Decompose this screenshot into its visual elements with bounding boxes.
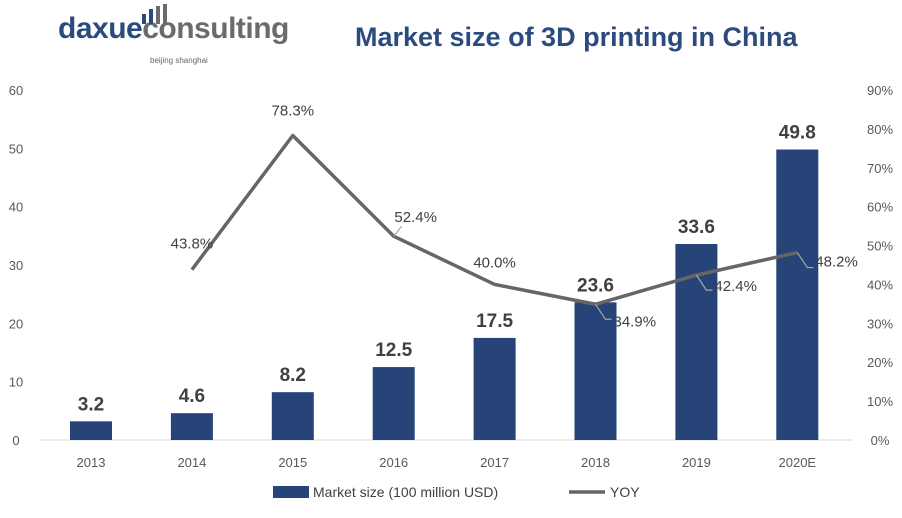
left-axis-tick: 50	[9, 141, 23, 156]
bar-data-label: 3.2	[78, 394, 104, 415]
x-axis-tick: 2019	[682, 455, 711, 470]
right-axis-tick: 90%	[867, 83, 893, 98]
right-axis-tick: 10%	[867, 394, 893, 409]
bar-data-label: 23.6	[577, 275, 614, 296]
right-axis-tick: 0%	[871, 433, 890, 448]
chart-title: Market size of 3D printing in China	[355, 22, 798, 52]
yoy-data-label: 40.0%	[473, 254, 516, 271]
x-axis-tick: 2017	[480, 455, 509, 470]
yoy-data-label: 43.8%	[171, 236, 214, 253]
yoy-data-label: 48.2%	[815, 254, 858, 271]
x-axis-tick: 2018	[581, 455, 610, 470]
daxue-logo: daxueconsulting beijing shanghai	[58, 4, 289, 65]
bar-data-label: 49.8	[779, 123, 816, 144]
x-axis-tick: 2016	[379, 455, 408, 470]
bar	[70, 421, 112, 440]
right-axis-tick: 80%	[867, 122, 893, 137]
bar-data-label: 33.6	[678, 217, 715, 238]
x-axis-tick: 2013	[77, 455, 106, 470]
x-axis-tick: 2015	[278, 455, 307, 470]
yoy-data-label: 34.9%	[614, 313, 657, 330]
label-leader-line	[595, 303, 612, 320]
bar-logo-icon	[142, 4, 167, 24]
label-leader-line	[695, 274, 713, 291]
legend-line-label: YOY	[610, 484, 640, 500]
bar	[170, 413, 213, 440]
right-axis-tick: 70%	[867, 161, 893, 176]
right-axis-tick: 50%	[867, 239, 893, 254]
right-axis-tick: 30%	[867, 316, 893, 331]
x-axis-tick: 2014	[177, 455, 206, 470]
bar-data-label: 12.5	[375, 340, 412, 361]
x-axis-tick: 2020E	[779, 455, 817, 470]
bar	[473, 337, 516, 440]
right-axis-tick: 60%	[867, 200, 893, 215]
logo-text-daxue: daxue	[58, 12, 143, 45]
bar	[271, 392, 314, 440]
legend-bar-label: Market size (100 million USD)	[313, 484, 498, 500]
right-axis-tick: 20%	[867, 355, 893, 370]
yoy-data-label: 78.3%	[272, 103, 315, 120]
bar-data-label: 17.5	[476, 311, 513, 332]
legend-bar-swatch	[273, 486, 309, 498]
left-axis-tick: 60	[9, 83, 23, 98]
left-axis-tick: 0	[12, 433, 19, 448]
bar	[372, 367, 415, 440]
left-axis-tick: 10	[9, 375, 23, 390]
label-leader-line	[393, 225, 403, 237]
bar	[776, 149, 819, 440]
right-axis-tick: 40%	[867, 277, 893, 292]
yoy-data-label: 52.4%	[394, 209, 437, 226]
label-leader-line	[796, 252, 814, 269]
yoy-data-label: 42.4%	[714, 278, 757, 295]
left-axis-tick: 40	[9, 200, 23, 215]
left-axis-tick: 20	[9, 316, 23, 331]
bar-data-label: 4.6	[179, 386, 205, 407]
bar	[574, 302, 617, 440]
left-axis-tick: 30	[9, 258, 23, 273]
bar-data-label: 8.2	[280, 365, 306, 386]
logo-tagline: beijing shanghai	[150, 56, 208, 65]
